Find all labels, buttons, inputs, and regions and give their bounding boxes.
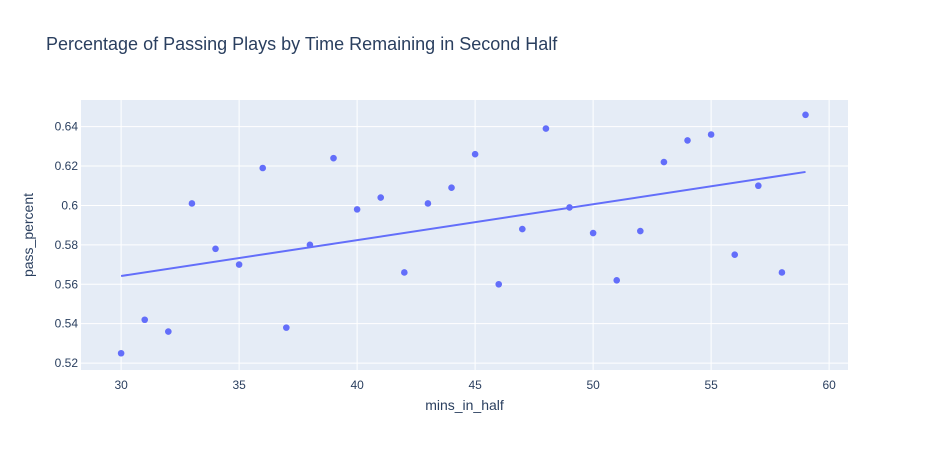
points-layer xyxy=(117,111,809,357)
data-point xyxy=(448,184,455,192)
y-tick-label: 0.54 xyxy=(55,317,79,331)
plot-area xyxy=(81,100,848,370)
y-axis-title: pass_percent xyxy=(20,193,36,277)
x-tick-label: 30 xyxy=(114,378,128,392)
y-tick-label: 0.64 xyxy=(55,120,79,134)
data-point xyxy=(542,125,550,132)
data-point xyxy=(707,131,715,138)
data-point xyxy=(283,324,290,331)
data-point xyxy=(401,269,408,276)
data-point xyxy=(684,137,691,144)
data-point xyxy=(802,111,809,119)
y-tick-label: 0.58 xyxy=(55,238,79,252)
data-point xyxy=(212,245,219,253)
y-tick-label: 0.52 xyxy=(55,356,79,370)
data-point xyxy=(377,194,385,201)
data-point xyxy=(637,227,644,235)
data-point xyxy=(117,349,125,357)
y-gridlines xyxy=(81,126,848,364)
data-point xyxy=(495,280,503,288)
trendline xyxy=(120,170,806,277)
y-tick-labels: 0.52 0.54 0.56 0.58 0.6 0.62 0.64 xyxy=(55,120,79,370)
data-point xyxy=(778,269,786,276)
data-point xyxy=(566,204,573,211)
data-point xyxy=(188,200,196,207)
x-tick-label: 45 xyxy=(468,378,482,392)
y-tick-label: 0.62 xyxy=(55,159,79,173)
data-point xyxy=(660,158,668,166)
x-axis-title: mins_in_half xyxy=(425,397,504,413)
x-gridlines xyxy=(120,100,830,370)
data-point xyxy=(589,229,597,237)
trendline-layer xyxy=(120,170,806,277)
data-point xyxy=(330,154,337,162)
data-point xyxy=(259,164,267,172)
x-tick-label: 40 xyxy=(350,378,364,392)
x-tick-labels: 30 35 40 45 50 55 60 xyxy=(114,378,836,392)
chart-title: Percentage of Passing Plays by Time Rema… xyxy=(46,34,558,54)
data-point xyxy=(755,182,762,190)
y-tick-label: 0.6 xyxy=(61,198,78,212)
data-point xyxy=(235,261,243,268)
x-tick-label: 50 xyxy=(586,378,600,392)
data-point xyxy=(471,150,479,158)
data-point xyxy=(731,251,739,259)
data-point xyxy=(613,277,621,284)
data-point xyxy=(141,316,149,324)
data-point xyxy=(306,241,314,249)
y-tick-label: 0.56 xyxy=(55,277,79,291)
data-point xyxy=(424,200,432,207)
x-tick-label: 55 xyxy=(704,378,718,392)
x-tick-label: 35 xyxy=(232,378,246,392)
data-point xyxy=(519,225,526,233)
data-point xyxy=(353,206,361,213)
x-tick-label: 60 xyxy=(822,378,836,392)
data-point xyxy=(165,328,172,335)
